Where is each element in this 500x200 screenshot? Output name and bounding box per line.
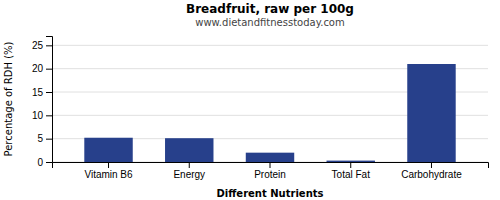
bars — [84, 64, 455, 162]
title: Breadfruit, raw per 100g — [186, 2, 354, 16]
x-tick-mark — [189, 162, 190, 168]
y-tick-label: 5 — [37, 133, 43, 144]
bar — [84, 138, 132, 162]
y-tick-mark — [46, 92, 52, 93]
x-tick-mark — [108, 162, 109, 168]
grid — [52, 45, 488, 162]
bar — [407, 64, 455, 162]
bar — [165, 138, 213, 162]
x-tick-mark — [270, 162, 271, 168]
x-tick-label: Vitamin B6 — [84, 169, 133, 180]
y-tick-mark — [46, 162, 52, 163]
x-axis-title: Different Nutrients — [217, 188, 324, 199]
y-tick: 10 — [32, 110, 52, 121]
x-tick-label: Energy — [173, 169, 205, 180]
x-axis-line — [53, 163, 489, 169]
x-axis: Vitamin B6 Energy Protein Total Fat Carbohyd… — [53, 162, 489, 180]
subtitle: www.dietandfitnesstoday.com — [195, 17, 344, 28]
x-tick: Carbohydrate — [401, 162, 462, 180]
y-tick-label: 10 — [32, 110, 44, 121]
plot: Vitamin B6 Energy Protein Total Fat Carbohyd… — [32, 37, 489, 181]
x-tick: Energy — [173, 162, 205, 180]
x-tick: Total Fat — [332, 162, 371, 180]
bar — [327, 161, 375, 162]
chart: Breadfruit, raw per 100gwww.dietandfitne… — [0, 0, 500, 200]
y-tick: 0 — [37, 157, 52, 168]
y-tick-mark — [46, 45, 52, 46]
y-tick-mark — [46, 69, 52, 70]
y-tick-label: 0 — [37, 157, 43, 168]
x-tick-label: Total Fat — [332, 169, 371, 180]
x-tick-mark — [431, 162, 432, 168]
x-tick-label: Carbohydrate — [401, 169, 462, 180]
bar — [246, 153, 294, 162]
x-tick: Vitamin B6 — [84, 162, 133, 180]
grid-line — [52, 45, 488, 46]
y-tick-label: 15 — [32, 87, 44, 98]
y-tick: 5 — [37, 133, 52, 144]
x-tick-label: Protein — [254, 169, 286, 180]
x-tick-mark — [350, 162, 351, 168]
y-axis-title: Percentage of RDH (%) — [3, 41, 14, 156]
y-tick-label: 25 — [32, 40, 44, 51]
y-tick-mark — [46, 115, 52, 116]
y-tick-mark — [46, 139, 52, 140]
y-axis-line — [46, 37, 53, 163]
y-tick: 25 — [32, 40, 52, 51]
y-tick-label: 20 — [32, 63, 44, 74]
x-tick: Protein — [254, 162, 286, 180]
y-axis: 0 5 10 15 20 25 — [32, 37, 53, 168]
y-tick: 15 — [32, 87, 52, 98]
y-tick: 20 — [32, 63, 52, 74]
